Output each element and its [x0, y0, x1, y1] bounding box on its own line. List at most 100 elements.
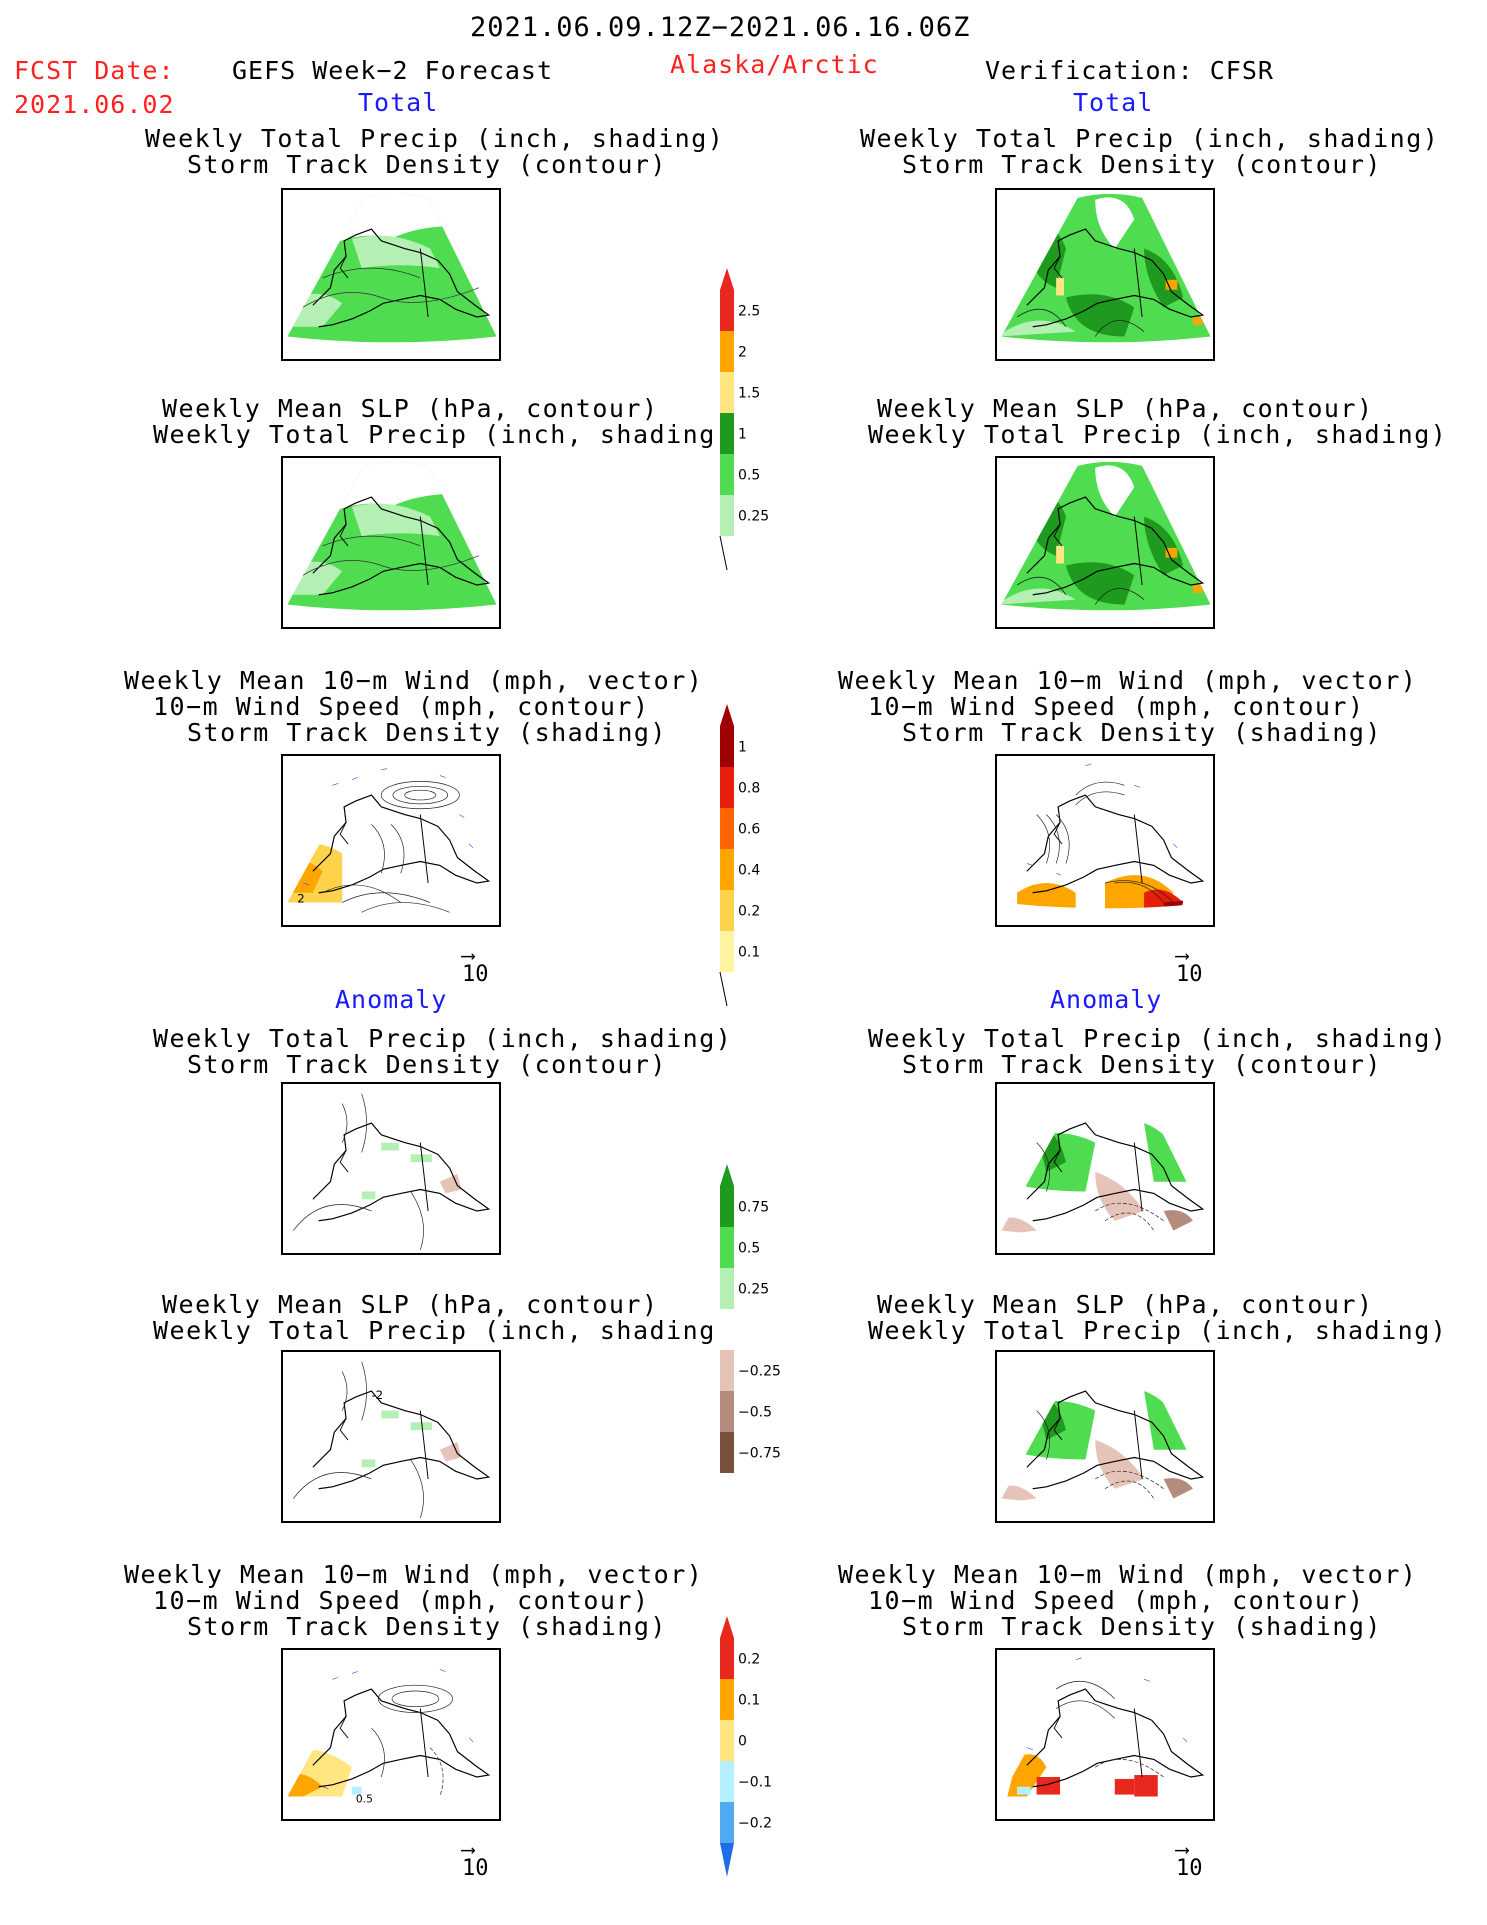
vector-scale-value: 10 — [1176, 1856, 1203, 1881]
panel-title: Weekly Mean SLP (hPa, contour) — [877, 1290, 1374, 1319]
colorbar-segment — [720, 1309, 734, 1350]
vector-scale-value: 10 — [462, 1856, 489, 1881]
colorbar-label: 0.5 — [738, 1241, 760, 1257]
map-total-slp-precip-verif — [995, 456, 1215, 629]
panel-title: Storm Track Density (contour) — [902, 150, 1382, 179]
colorbar-cap-top — [720, 268, 734, 290]
colorbar-segment — [720, 890, 734, 931]
colorbar-track-total-svg: 1 0.8 0.6 0.4 0.2 0.1 — [719, 704, 760, 1007]
panel-title: Weekly Mean SLP (hPa, contour) — [877, 394, 1374, 423]
panel-title: 10−m Wind Speed (mph, contour) — [868, 692, 1365, 721]
colorbar-segment — [720, 372, 734, 413]
region-title: Alaska/Arctic — [670, 50, 879, 79]
colorbar-tail — [719, 535, 728, 571]
colorbar-segment — [720, 1720, 734, 1761]
panel-title: Weekly Mean 10−m Wind (mph, vector) — [838, 666, 1418, 695]
contour-label: 0.5 — [356, 1792, 373, 1805]
contour-label: -2 — [371, 1388, 383, 1402]
colorbar-segment — [720, 1186, 734, 1227]
panel-title: Weekly Mean 10−m Wind (mph, vector) — [124, 1560, 704, 1589]
map-anom-slp-precip-forecast: -2 — [281, 1350, 501, 1523]
panel-title: Weekly Total Precip (inch, shading) — [868, 420, 1448, 449]
panel-title: Weekly Total Precip (inch, shading) — [145, 124, 725, 153]
section-total-left: Total — [358, 88, 439, 117]
colorbar-label: 2 — [738, 345, 747, 361]
panel-title: Weekly Total Precip (inch, shading) — [153, 420, 733, 449]
panel-title: Weekly Total Precip (inch, shading) — [860, 124, 1440, 153]
colorbar-precip-total: 2.5 2 1.5 1 0.5 0.25 — [716, 266, 796, 571]
vector-scale: ⟶ 10 — [1176, 943, 1203, 987]
map-anom-wind-track-verif — [995, 1648, 1215, 1821]
panel-title: Storm Track Density (shading) — [902, 1612, 1382, 1641]
colorbar-track-anomaly: 0.2 0.1 0 −0.1 −0.2 — [716, 1614, 806, 1877]
colorbar-segment — [720, 495, 734, 536]
colorbar-segment — [720, 1268, 734, 1309]
colorbar-label: 0.1 — [738, 1693, 760, 1709]
colorbar-label: 1.5 — [738, 386, 760, 402]
fcst-date-label: FCST Date: — [14, 56, 175, 85]
vector-scale-value: 10 — [462, 962, 489, 987]
colorbar-label: 0.75 — [738, 1200, 769, 1216]
colorbar-segment — [720, 1432, 734, 1473]
colorbar-label: 0.8 — [738, 781, 760, 797]
colorbar-segment — [720, 413, 734, 454]
colorbar-segment — [720, 1350, 734, 1391]
map-anom-precip-track-verif — [995, 1082, 1215, 1255]
colorbar-segment — [720, 726, 734, 767]
verification-title: Verification: CFSR — [985, 56, 1274, 85]
colorbar-segment — [720, 808, 734, 849]
colorbar-precip-total-svg: 2.5 2 1.5 1 0.5 0.25 — [719, 268, 769, 571]
section-total-right: Total — [1073, 88, 1154, 117]
vector-scale: ⟶ 10 — [462, 1837, 489, 1881]
colorbar-segment — [720, 1391, 734, 1432]
section-anomaly-right: Anomaly — [1050, 985, 1163, 1014]
model-title: GEFS Week−2 Forecast — [232, 56, 554, 85]
colorbar-cap-top — [720, 704, 734, 726]
panel-title: Storm Track Density (shading) — [187, 718, 667, 747]
colorbar-cap-top — [720, 1616, 734, 1638]
panel-title: Weekly Mean 10−m Wind (mph, vector) — [124, 666, 704, 695]
colorbar-segment — [720, 931, 734, 972]
colorbar-track-anomaly-svg: 0.2 0.1 0 −0.1 −0.2 — [720, 1616, 772, 1877]
panel-title: 10−m Wind Speed (mph, contour) — [868, 1586, 1365, 1615]
colorbar-segment — [720, 849, 734, 890]
panel-title: Weekly Total Precip (inch, shading) — [153, 1024, 733, 1053]
colorbar-segment — [720, 290, 734, 331]
colorbar-cap-bottom — [720, 1843, 734, 1877]
colorbar-segment — [720, 1227, 734, 1268]
colorbar-segment — [720, 767, 734, 808]
panel-title: Weekly Total Precip (inch, shading) — [153, 1316, 733, 1345]
map-total-slp-precip-forecast — [281, 456, 501, 629]
panel-title: Storm Track Density (shading) — [902, 718, 1382, 747]
map-total-precip-track-forecast — [281, 188, 501, 361]
colorbar-segment — [720, 454, 734, 495]
colorbar-segment — [720, 1802, 734, 1843]
colorbar-label: 0.25 — [738, 1282, 769, 1298]
colorbar-label: −0.25 — [738, 1364, 781, 1380]
vector-scale: ⟶ 10 — [462, 943, 489, 987]
map-anom-precip-track-forecast — [281, 1082, 501, 1255]
fcst-date-value: 2021.06.02 — [14, 90, 175, 119]
colorbar-segment — [720, 1638, 734, 1679]
panel-title: Storm Track Density (shading) — [187, 1612, 667, 1641]
panel-title: Storm Track Density (contour) — [187, 150, 667, 179]
colorbar-segment — [720, 331, 734, 372]
colorbar-label: 0.6 — [738, 822, 760, 838]
contour-label: 2 — [297, 892, 304, 906]
colorbar-label: −0.75 — [738, 1446, 781, 1462]
vector-scale: ⟶ 10 — [1176, 1837, 1203, 1881]
colorbar-track-total: 1 0.8 0.6 0.4 0.2 0.1 — [716, 702, 796, 1007]
period-title: 2021.06.09.12Z−2021.06.16.06Z — [470, 12, 971, 43]
colorbar-label: 0.4 — [738, 863, 760, 879]
panel-title: 10−m Wind Speed (mph, contour) — [153, 692, 650, 721]
panel-title: Storm Track Density (contour) — [902, 1050, 1382, 1079]
colorbar-label: 1 — [738, 740, 747, 756]
colorbar-label: −0.5 — [738, 1405, 772, 1421]
colorbar-label: 0.1 — [738, 945, 760, 961]
colorbar-segment — [720, 1679, 734, 1720]
colorbar-label: −0.2 — [738, 1816, 772, 1832]
section-anomaly-left: Anomaly — [335, 985, 448, 1014]
colorbar-cap-top — [720, 1164, 734, 1186]
colorbar-precip-anomaly: 0.75 0.5 0.25 −0.25 −0.5 −0.75 — [716, 1162, 806, 1473]
colorbar-tail — [719, 971, 728, 1007]
